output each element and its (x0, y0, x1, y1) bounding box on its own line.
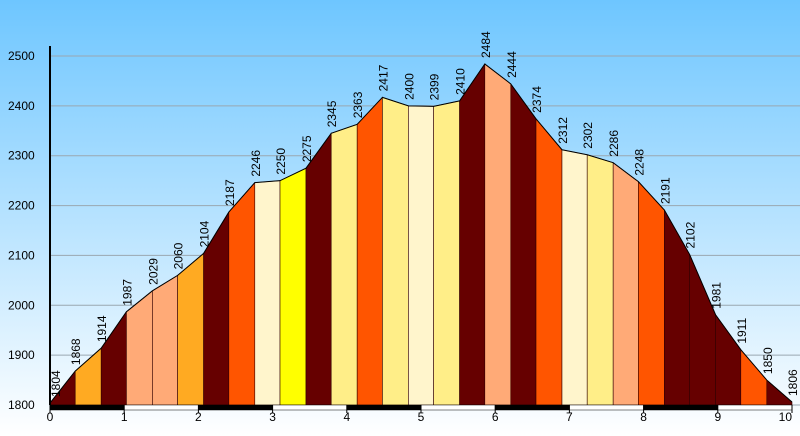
value-label: 2400 (402, 73, 416, 100)
value-label: 2246 (249, 150, 263, 177)
y-tick-label: 2000 (8, 298, 35, 312)
value-label: 2275 (300, 135, 314, 162)
band (177, 252, 204, 406)
x-tick-label: 10 (779, 410, 793, 424)
band (561, 149, 588, 406)
band (279, 167, 307, 406)
y-tick-label: 2300 (8, 149, 35, 163)
axis-stripe (123, 404, 199, 411)
y-tick-label: 2200 (8, 199, 35, 213)
band (459, 63, 486, 406)
value-label: 2374 (530, 86, 544, 113)
axis-stripe (420, 404, 496, 411)
value-label: 1914 (95, 315, 109, 342)
value-label: 1987 (120, 279, 134, 306)
band (408, 105, 434, 406)
value-label: 1804 (49, 370, 63, 397)
value-label: 2363 (351, 91, 365, 118)
value-label: 2345 (325, 100, 339, 127)
x-tick-label: 3 (269, 410, 276, 424)
value-label: 2399 (428, 73, 442, 100)
value-label: 1911 (735, 318, 749, 344)
x-tick-label: 0 (47, 410, 54, 424)
x-tick-label: 8 (640, 410, 647, 424)
band (382, 96, 409, 406)
value-label: 2312 (556, 117, 570, 144)
axis-stripe (569, 404, 644, 411)
band (612, 162, 639, 406)
value-label: 2187 (223, 179, 237, 206)
x-tick-label: 1 (121, 410, 128, 424)
axis-stripe (494, 404, 570, 411)
axis-stripe (49, 404, 125, 411)
value-label: 2104 (198, 220, 212, 247)
value-label: 1850 (761, 347, 775, 374)
band (152, 274, 178, 406)
profile-line (49, 63, 793, 404)
band (535, 117, 563, 406)
x-tick-label: 5 (418, 410, 425, 424)
axis-stripe (272, 404, 348, 411)
band (510, 82, 537, 406)
value-label: 2102 (684, 221, 698, 248)
value-label: 2302 (581, 122, 595, 149)
axis-stripe (198, 404, 273, 411)
y-tick-label: 2100 (8, 248, 35, 262)
band (305, 132, 332, 406)
value-label: 2029 (146, 258, 160, 285)
band (586, 154, 614, 406)
band (254, 180, 281, 406)
y-tick-label: 1800 (8, 398, 35, 412)
x-tick-label: 7 (566, 410, 573, 424)
value-label: 1806 (786, 369, 800, 396)
value-label: 2250 (274, 148, 288, 175)
value-label: 2191 (658, 177, 672, 204)
band (484, 63, 512, 406)
band (330, 123, 358, 406)
band (356, 96, 383, 406)
value-label: 1868 (69, 338, 83, 365)
x-tick-label: 9 (714, 410, 721, 424)
value-label: 2484 (479, 31, 493, 58)
band (638, 180, 665, 406)
y-tick-label: 2400 (8, 99, 35, 113)
value-label: 2286 (607, 130, 621, 157)
y-tick-label: 2500 (8, 49, 35, 63)
axis-stripe (346, 404, 422, 411)
x-tick-label: 2 (195, 410, 202, 424)
x-tick-label: 6 (492, 410, 499, 424)
value-label: 2444 (505, 51, 519, 78)
value-label: 2060 (172, 242, 186, 269)
x-tick-label: 4 (343, 410, 350, 424)
value-label: 2248 (632, 149, 646, 176)
value-label: 1981 (710, 282, 724, 309)
axis-stripe (643, 404, 719, 411)
value-label: 2417 (376, 64, 390, 91)
value-label: 2410 (454, 68, 468, 95)
band (228, 181, 256, 406)
y-tick-label: 1900 (8, 348, 35, 362)
band (433, 100, 460, 406)
